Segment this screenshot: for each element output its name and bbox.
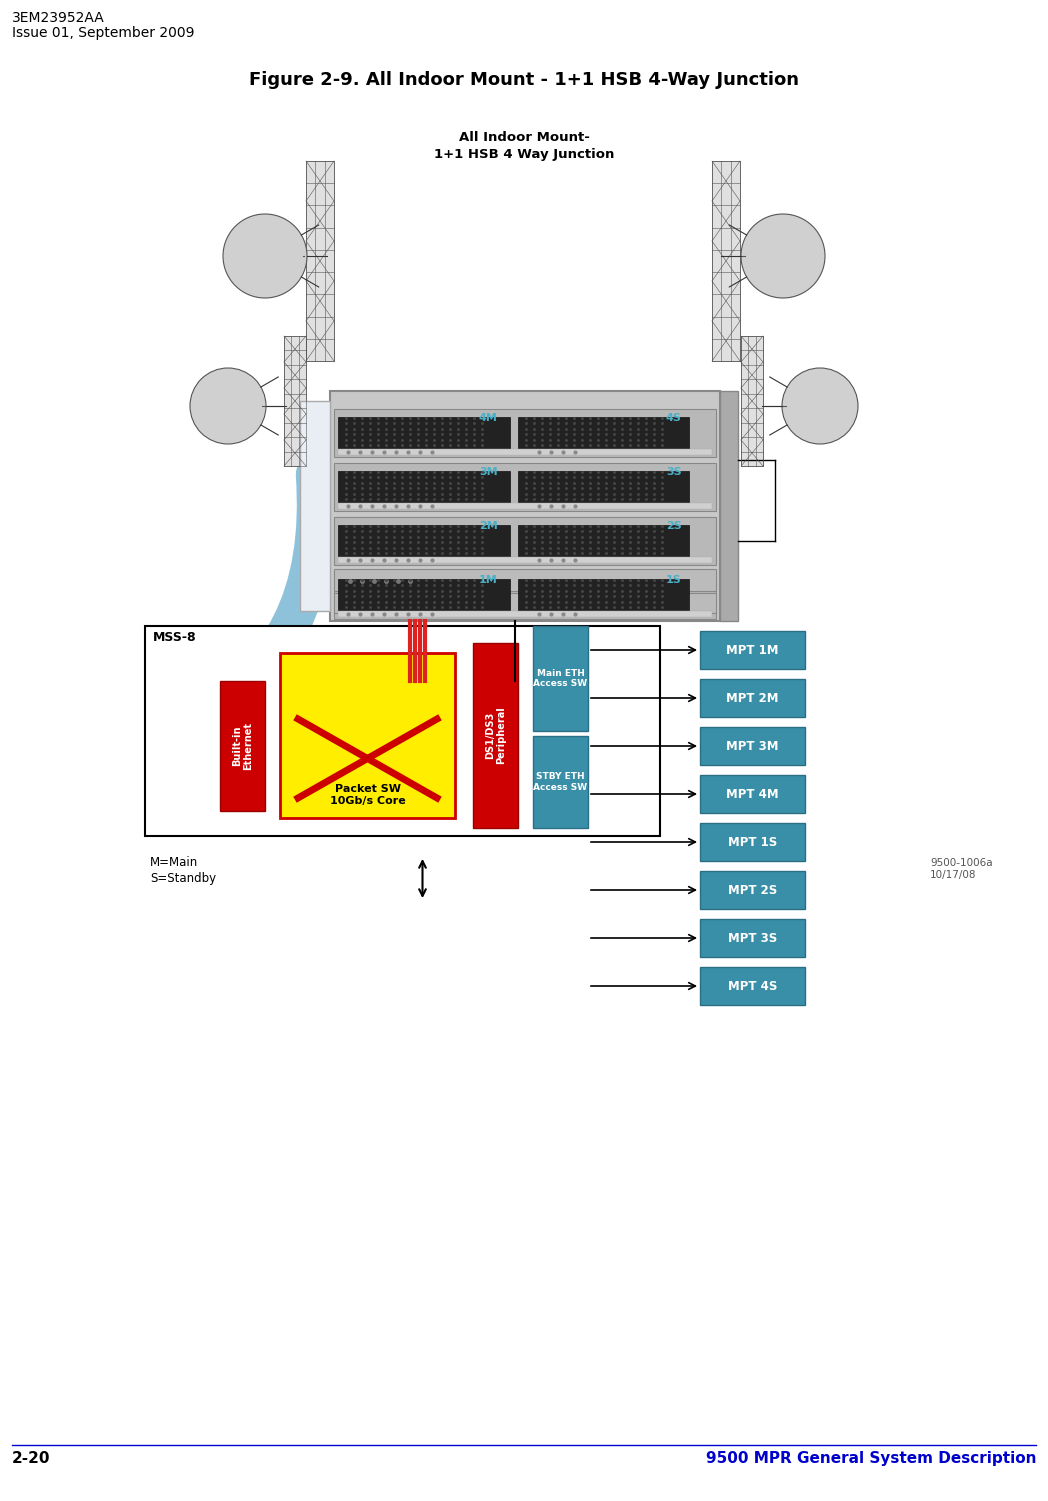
- Text: DS1/DS3
Peripheral: DS1/DS3 Peripheral: [484, 707, 506, 764]
- Text: Packet SW
10Gb/s Core: Packet SW 10Gb/s Core: [330, 785, 406, 806]
- Bar: [145, 626, 660, 836]
- Text: 4S: 4S: [665, 413, 681, 423]
- Text: Figure 2-9. All Indoor Mount - 1+1 HSB 4-Way Junction: Figure 2-9. All Indoor Mount - 1+1 HSB 4…: [249, 71, 799, 89]
- Bar: [334, 569, 716, 591]
- Bar: [306, 161, 334, 362]
- Text: 1M: 1M: [479, 575, 498, 585]
- Text: 3M: 3M: [479, 467, 498, 477]
- Text: Issue 01, September 2009: Issue 01, September 2009: [12, 26, 195, 41]
- Text: 3EM23952AA: 3EM23952AA: [12, 11, 105, 26]
- Bar: [339, 503, 712, 509]
- Bar: [334, 593, 716, 612]
- Bar: [339, 579, 509, 611]
- Bar: [700, 726, 805, 766]
- Text: 9500 MPR General System Description: 9500 MPR General System Description: [705, 1451, 1036, 1466]
- Text: MPT 4S: MPT 4S: [727, 980, 778, 992]
- Text: 4M: 4M: [479, 413, 498, 423]
- Text: MPT 3S: MPT 3S: [728, 932, 778, 944]
- Bar: [712, 161, 740, 362]
- Text: 2-20: 2-20: [12, 1451, 50, 1466]
- Text: STBY ETH
Access SW: STBY ETH Access SW: [533, 773, 588, 791]
- Bar: [334, 408, 716, 456]
- Bar: [700, 823, 805, 862]
- Bar: [533, 735, 588, 829]
- Text: ETH: ETH: [502, 689, 527, 702]
- Bar: [330, 390, 720, 621]
- Bar: [533, 626, 588, 731]
- Text: MPT 3M: MPT 3M: [726, 740, 779, 752]
- Text: Main ETH
Access SW: Main ETH Access SW: [533, 669, 588, 687]
- Bar: [339, 471, 509, 503]
- Bar: [700, 678, 805, 717]
- Bar: [518, 471, 690, 503]
- Bar: [720, 390, 738, 621]
- Bar: [700, 919, 805, 958]
- Text: MPT 4M: MPT 4M: [726, 788, 779, 800]
- Bar: [339, 611, 712, 617]
- Text: MPT 2S: MPT 2S: [728, 884, 778, 896]
- Bar: [280, 653, 455, 818]
- Bar: [339, 449, 712, 455]
- Bar: [741, 336, 763, 465]
- Text: MSS-8: MSS-8: [153, 630, 197, 644]
- Bar: [700, 775, 805, 814]
- Circle shape: [741, 215, 825, 299]
- Bar: [339, 417, 509, 449]
- Text: 1S: 1S: [665, 575, 681, 585]
- Text: Built-in
Ethernet: Built-in Ethernet: [232, 722, 254, 770]
- Bar: [284, 336, 306, 465]
- Text: 3S: 3S: [665, 467, 681, 477]
- Circle shape: [223, 215, 307, 299]
- Bar: [518, 525, 690, 557]
- Bar: [700, 967, 805, 1006]
- Bar: [334, 516, 716, 564]
- Circle shape: [782, 368, 858, 444]
- Bar: [334, 570, 716, 618]
- Circle shape: [190, 368, 266, 444]
- Bar: [339, 525, 509, 557]
- Text: 9500-1006a
10/17/08: 9500-1006a 10/17/08: [930, 859, 992, 880]
- Text: All Indoor Mount-
1+1 HSB 4 Way Junction: All Indoor Mount- 1+1 HSB 4 Way Junction: [434, 131, 614, 161]
- Bar: [518, 579, 690, 611]
- Bar: [339, 557, 712, 563]
- Text: DS1/DS3: DS1/DS3: [377, 689, 433, 702]
- Text: 2M: 2M: [479, 521, 498, 531]
- Bar: [700, 630, 805, 669]
- Text: MPT 1M: MPT 1M: [726, 644, 779, 656]
- Text: M=Main: M=Main: [150, 856, 198, 869]
- Bar: [700, 871, 805, 910]
- Text: S=Standby: S=Standby: [150, 872, 216, 886]
- Bar: [473, 642, 518, 829]
- Bar: [300, 401, 330, 611]
- FancyArrowPatch shape: [193, 474, 316, 726]
- Text: MPT 1S: MPT 1S: [728, 836, 778, 848]
- Bar: [334, 462, 716, 510]
- Bar: [220, 681, 265, 811]
- Bar: [518, 417, 690, 449]
- Text: 2S: 2S: [665, 521, 681, 531]
- Text: MPT 2M: MPT 2M: [726, 692, 779, 704]
